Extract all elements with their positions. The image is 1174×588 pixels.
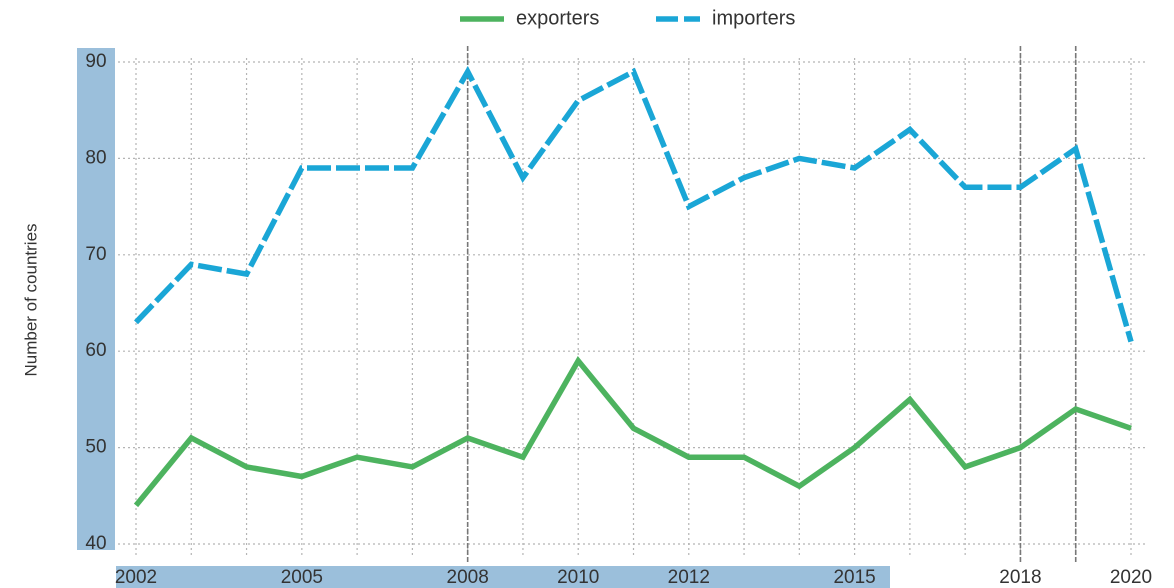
x-axis-band	[116, 566, 890, 588]
y-tick-label: 90	[85, 51, 106, 72]
x-tick-label: 2010	[557, 567, 599, 588]
axis-label-bands	[77, 48, 890, 588]
reference-lines	[466, 46, 1077, 562]
y-tick-label: 50	[85, 437, 106, 458]
legend: exporters importers	[460, 7, 795, 29]
y-axis-band	[77, 48, 115, 550]
series-lines	[133, 65, 1134, 508]
series-line-importers	[134, 65, 1134, 343]
y-tick-label: 80	[85, 147, 106, 168]
x-axis-tick-labels: 2002 2005 2008 2010 2012 2015 2018 2020	[115, 567, 1152, 588]
x-tick-label: 2002	[115, 567, 157, 588]
y-tick-label: 60	[85, 340, 106, 361]
y-axis-tick-labels: 40 50 60 70 80 90	[85, 51, 106, 554]
x-tick-label: 2018	[999, 567, 1041, 588]
y-tick-label: 70	[85, 244, 106, 265]
y-axis-label: Number of countries	[21, 223, 40, 376]
x-tick-label: 2008	[447, 567, 489, 588]
x-tick-label: 2005	[281, 567, 323, 588]
x-tick-label: 2012	[668, 567, 710, 588]
series-line-exporters	[133, 355, 1132, 508]
y-tick-label: 40	[85, 533, 106, 554]
legend-label-importers: importers	[712, 7, 795, 29]
x-tick-label: 2020	[1110, 567, 1152, 588]
legend-label-exporters: exporters	[516, 7, 599, 29]
chart-grid	[118, 58, 1145, 558]
x-tick-label: 2015	[833, 567, 875, 588]
